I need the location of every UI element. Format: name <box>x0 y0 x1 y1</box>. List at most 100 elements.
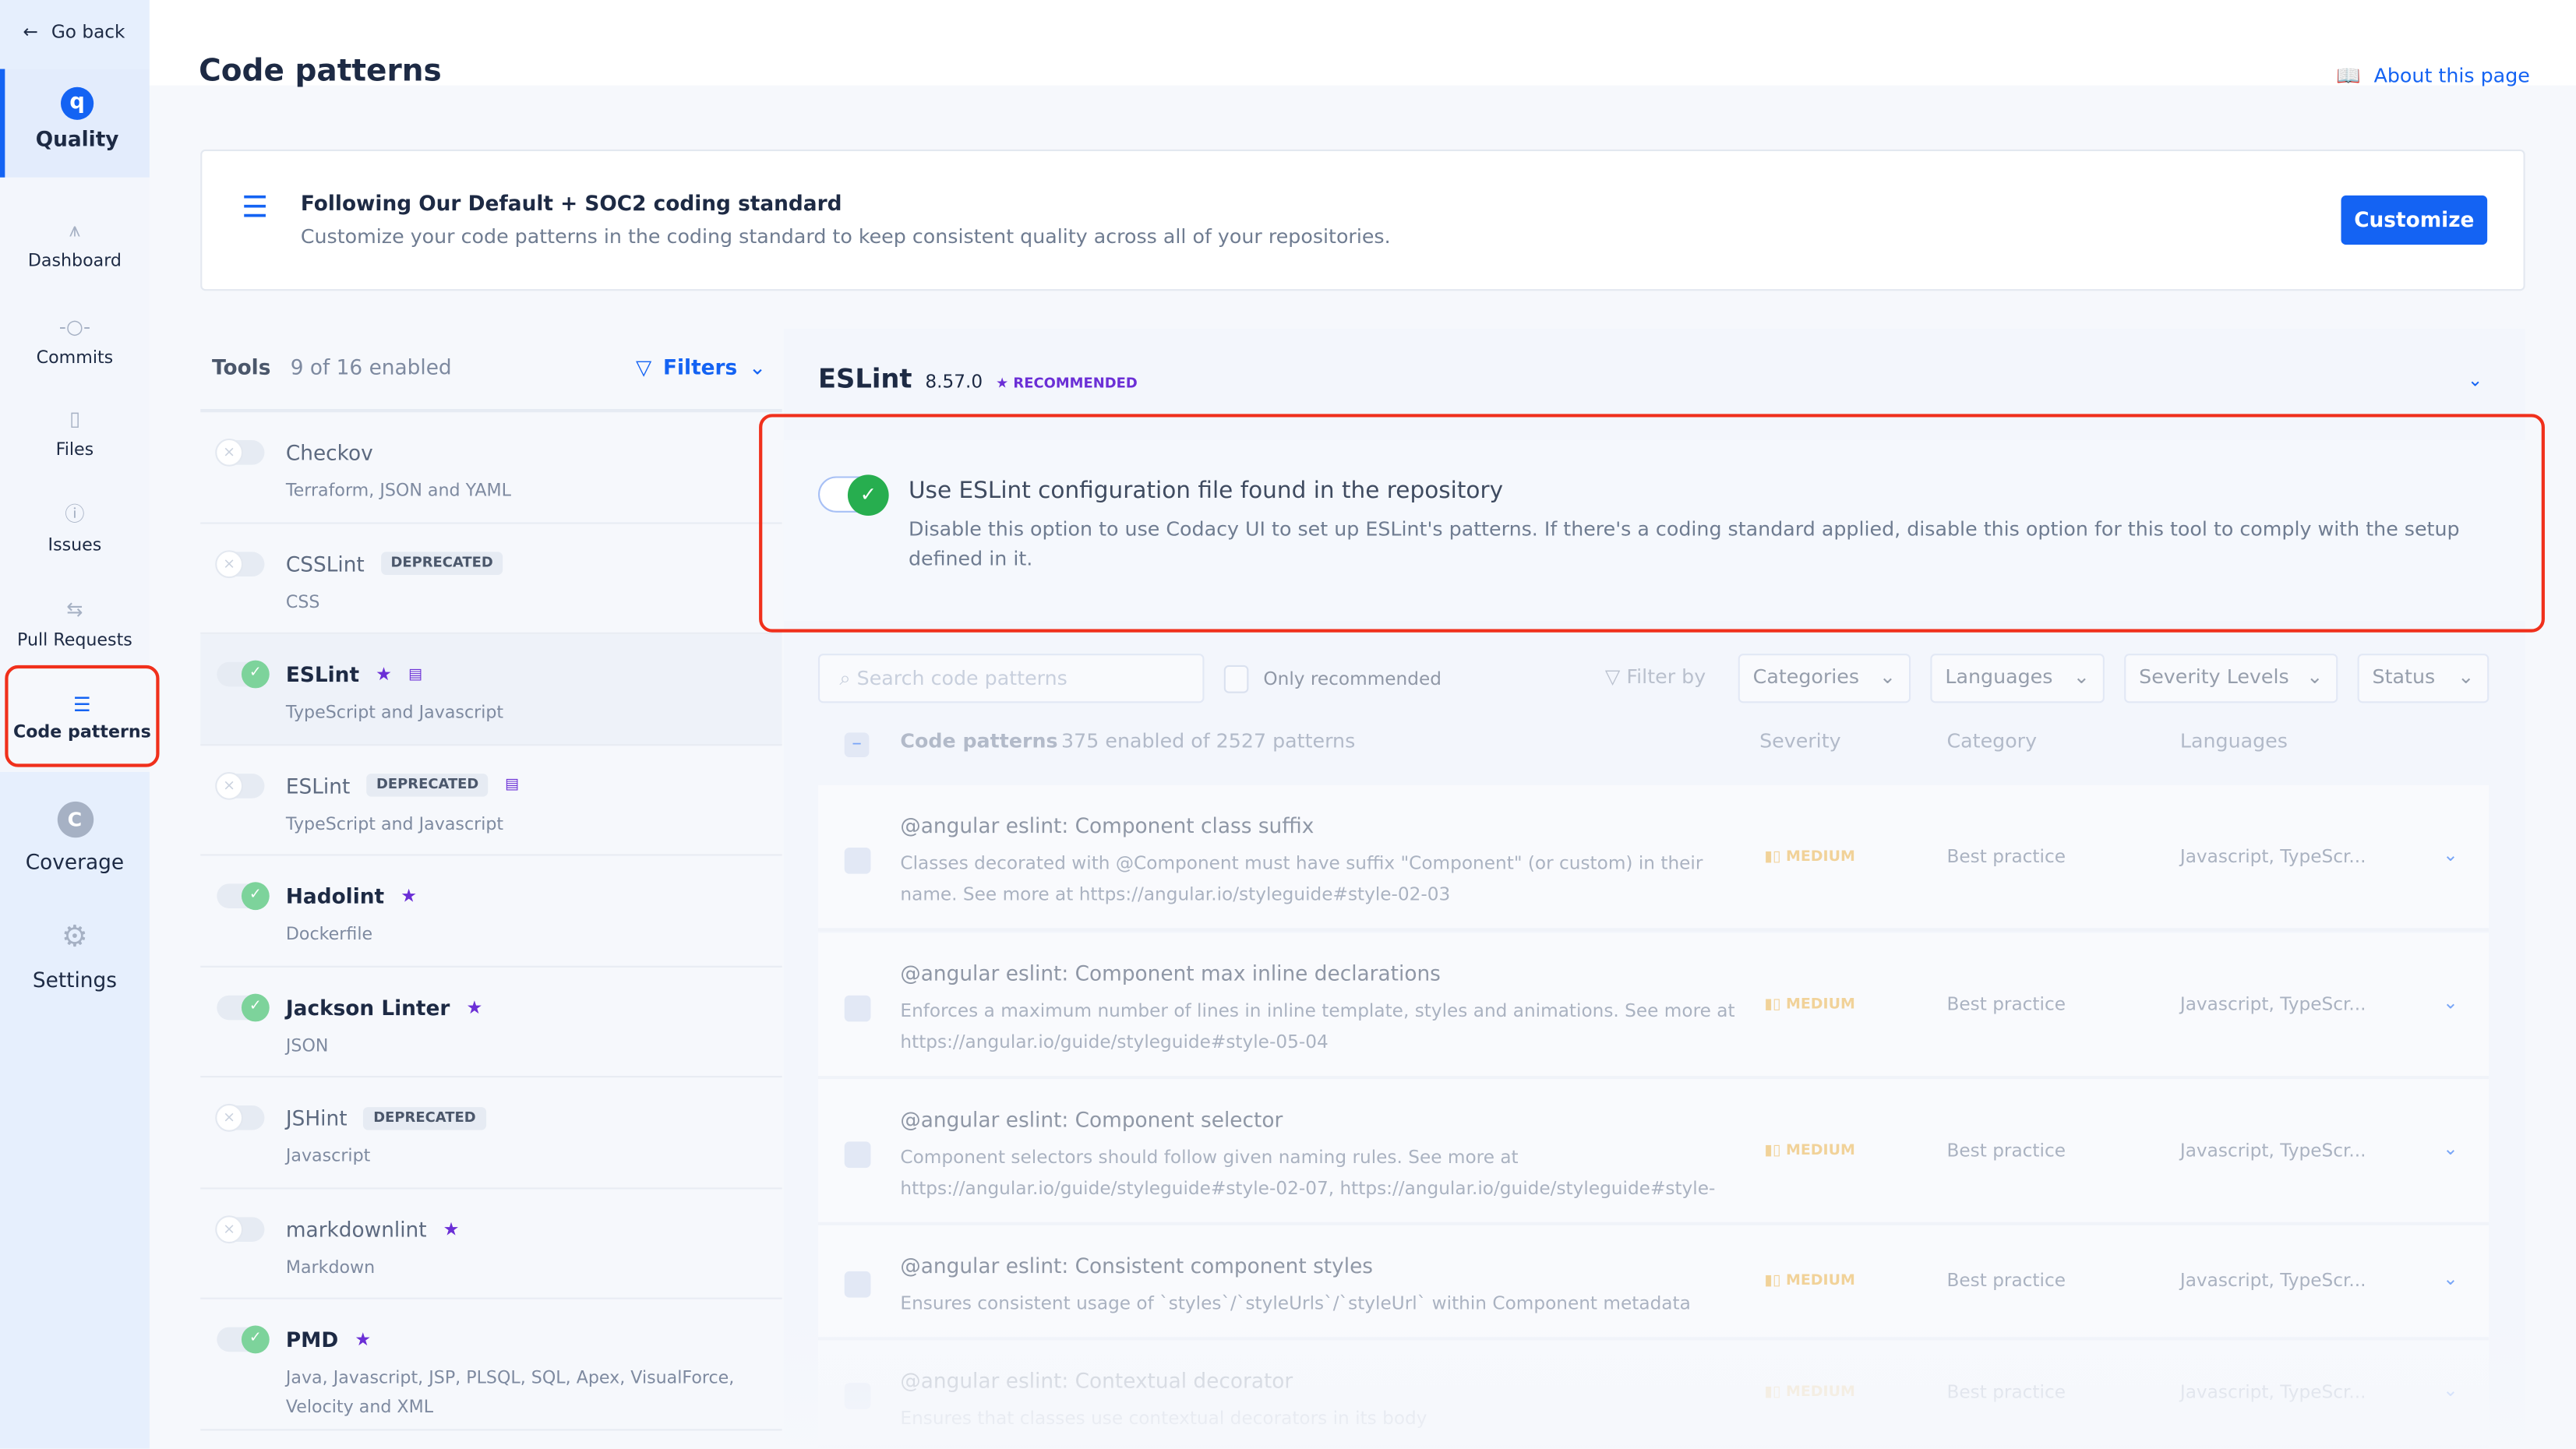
chevron-down-icon: ⌄ <box>2306 665 2324 689</box>
severity-bars-icon: ▮▯ <box>1764 1142 1786 1159</box>
tool-name: CSSLint <box>285 551 365 576</box>
sidebar-item-issues[interactable]: ⓘ Issues <box>0 498 150 555</box>
tool-toggle[interactable]: ✓ <box>217 660 270 689</box>
chevron-down-icon: ⌄ <box>749 354 767 380</box>
tool-toggle[interactable]: ✓ <box>217 882 270 911</box>
x-icon: × <box>215 1215 244 1243</box>
pattern-row[interactable]: @angular eslint: Component selector Comp… <box>817 1079 2490 1225</box>
filter-icon: ▽ <box>1604 665 1627 689</box>
sidebar-item-files[interactable]: ▯ Files <box>0 403 150 460</box>
tool-languages: JSON <box>285 1035 329 1056</box>
star-icon: ★ <box>401 885 418 907</box>
tools-list: × Checkov Terraform, JSON and YAML × CSS… <box>200 408 782 1431</box>
select-all-checkbox[interactable]: – <box>844 732 870 757</box>
sidebar-settings[interactable]: ⚙ Settings <box>0 919 150 992</box>
sidebar-item-code-patterns[interactable]: ☰ Code patterns <box>5 665 160 767</box>
tool-toggle[interactable]: ✓ <box>217 992 270 1021</box>
tool-row[interactable]: × CSSLint DEPRECATED CSS <box>200 524 782 634</box>
severity-column-header[interactable]: Severity <box>1759 729 1841 753</box>
status-dropdown[interactable]: Status ⌄ <box>2357 654 2490 703</box>
tool-row[interactable]: × markdownlint ★ Markdown <box>200 1188 782 1299</box>
pattern-title: @angular eslint: Component max inline de… <box>900 961 1441 986</box>
pattern-title: @angular eslint: Consistent component st… <box>900 1253 1374 1278</box>
star-icon: ★ <box>376 663 392 686</box>
tool-languages: TypeScript and Javascript <box>285 813 504 834</box>
coverage-logo-icon: C <box>0 801 150 838</box>
tool-languages: Java, Javascript, JSP, PLSQL, SQL, Apex,… <box>285 1368 735 1418</box>
expand-chevron-icon[interactable]: ⌄ <box>2443 991 2458 1013</box>
pattern-title: @angular eslint: Component selector <box>900 1107 1283 1132</box>
tool-row[interactable]: × ESLint DEPRECATED ▤ TypeScript and Jav… <box>200 745 782 856</box>
filter-by-label: ▽ Filter by <box>1604 665 1706 689</box>
quality-logo-icon: q <box>61 86 94 120</box>
expand-chevron-icon[interactable]: ⌄ <box>2443 1267 2458 1290</box>
languages-dropdown[interactable]: Languages ⌄ <box>1930 654 2105 703</box>
go-back-link[interactable]: ← Go back <box>23 21 125 43</box>
pattern-desc: Component selectors should follow given … <box>900 1146 1716 1200</box>
tool-row[interactable]: ✓ PMD ★ Java, Javascript, JSP, PLSQL, SQ… <box>200 1299 782 1431</box>
only-recommended-checkbox[interactable]: Only recommended <box>1223 665 1442 693</box>
tool-toggle[interactable]: × <box>215 770 265 799</box>
search-code-patterns-input[interactable]: ⌕ Search code patterns <box>817 654 1205 703</box>
tool-toggle[interactable]: × <box>215 438 265 467</box>
tool-languages: Markdown <box>285 1257 376 1278</box>
tool-toggle[interactable]: ✓ <box>217 1325 270 1354</box>
config-file-toggle[interactable]: ✓ <box>817 474 889 516</box>
tool-row[interactable]: × Checkov Terraform, JSON and YAML <box>200 412 782 524</box>
tool-name: JSHint <box>285 1105 348 1130</box>
deprecated-badge: DEPRECATED <box>363 1106 486 1130</box>
star-icon: ★ <box>443 1218 460 1239</box>
filters-button[interactable]: ▽ Filters ⌄ <box>635 354 767 380</box>
pattern-row[interactable]: @angular eslint: Component class suffix … <box>817 784 2490 932</box>
sidebar-item-commits[interactable]: -○- Commits <box>0 310 150 368</box>
severity-bars-icon: ▮▯ <box>1764 996 1786 1013</box>
x-icon: × <box>215 549 244 578</box>
tool-toggle[interactable]: × <box>215 1103 265 1132</box>
collapse-chevron-icon[interactable]: ⌄ <box>2467 369 2483 391</box>
tool-row[interactable]: × JSHint DEPRECATED Javascript <box>200 1077 782 1189</box>
pattern-checkbox[interactable] <box>844 994 871 1021</box>
sidebar-item-dashboard[interactable]: ⩚ Dashboard <box>0 213 150 270</box>
sidebar-section-quality[interactable]: q Quality <box>0 69 150 178</box>
x-icon: × <box>215 1103 244 1132</box>
chevron-down-icon: ⌄ <box>2073 665 2090 689</box>
sidebar-coverage[interactable]: C Coverage <box>0 801 150 874</box>
pattern-checkbox[interactable] <box>844 1271 871 1298</box>
x-icon: × <box>215 770 244 799</box>
gear-icon: ⚙ <box>61 919 88 954</box>
tool-languages: Terraform, JSON and YAML <box>285 481 512 502</box>
severity-bars-icon: ▮▯ <box>1764 848 1786 866</box>
tool-languages: Javascript <box>285 1146 371 1166</box>
tool-row[interactable]: ✓ ESLint ★ ▤ TypeScript and Javascript <box>200 633 782 746</box>
languages-column-header: Languages <box>2179 729 2288 753</box>
issue-icon: ⓘ <box>65 502 85 526</box>
coding-standard-banner: ☰ Following Our Default + SOC2 coding st… <box>200 149 2525 291</box>
tool-row[interactable]: ✓ Hadolint ★ Dockerfile <box>200 855 782 967</box>
check-icon: ✓ <box>241 1325 270 1354</box>
severity-levels-dropdown[interactable]: Severity Levels ⌄ <box>2124 654 2338 703</box>
category-column-header[interactable]: Category <box>1946 729 2038 753</box>
tool-languages: TypeScript and Javascript <box>285 703 504 723</box>
customize-button[interactable]: Customize <box>2341 195 2488 245</box>
expand-chevron-icon[interactable]: ⌄ <box>2443 1137 2458 1159</box>
tool-toggle[interactable]: × <box>215 549 265 578</box>
categories-dropdown[interactable]: Categories ⌄ <box>1738 654 1911 703</box>
check-icon: ✓ <box>241 660 270 689</box>
config-file-icon: ▤ <box>408 665 422 683</box>
expand-chevron-icon[interactable]: ⌄ <box>2443 843 2458 866</box>
tools-header: Tools 9 of 16 enabled <box>211 354 452 380</box>
pattern-checkbox[interactable] <box>844 1141 871 1168</box>
chevron-down-icon: ⌄ <box>1879 665 1897 689</box>
tool-name: ESLint <box>285 773 351 798</box>
file-icon: ▯ <box>69 407 80 431</box>
sidebar-item-pull-requests[interactable]: ⇆ Pull Requests <box>0 593 150 650</box>
pattern-checkbox[interactable] <box>844 846 871 873</box>
about-this-page-link[interactable]: 📖 About this page <box>2336 64 2530 87</box>
search-icon: ⌕ <box>839 667 857 690</box>
tool-row[interactable]: ✓ Jackson Linter ★ JSON <box>200 967 782 1078</box>
pull-request-icon: ⇆ <box>66 598 83 621</box>
pattern-row[interactable]: @angular eslint: Component max inline de… <box>817 933 2490 1080</box>
page-title: Code patterns <box>199 54 442 89</box>
tool-toggle[interactable]: × <box>215 1215 265 1243</box>
star-icon: ★ <box>996 375 1014 393</box>
